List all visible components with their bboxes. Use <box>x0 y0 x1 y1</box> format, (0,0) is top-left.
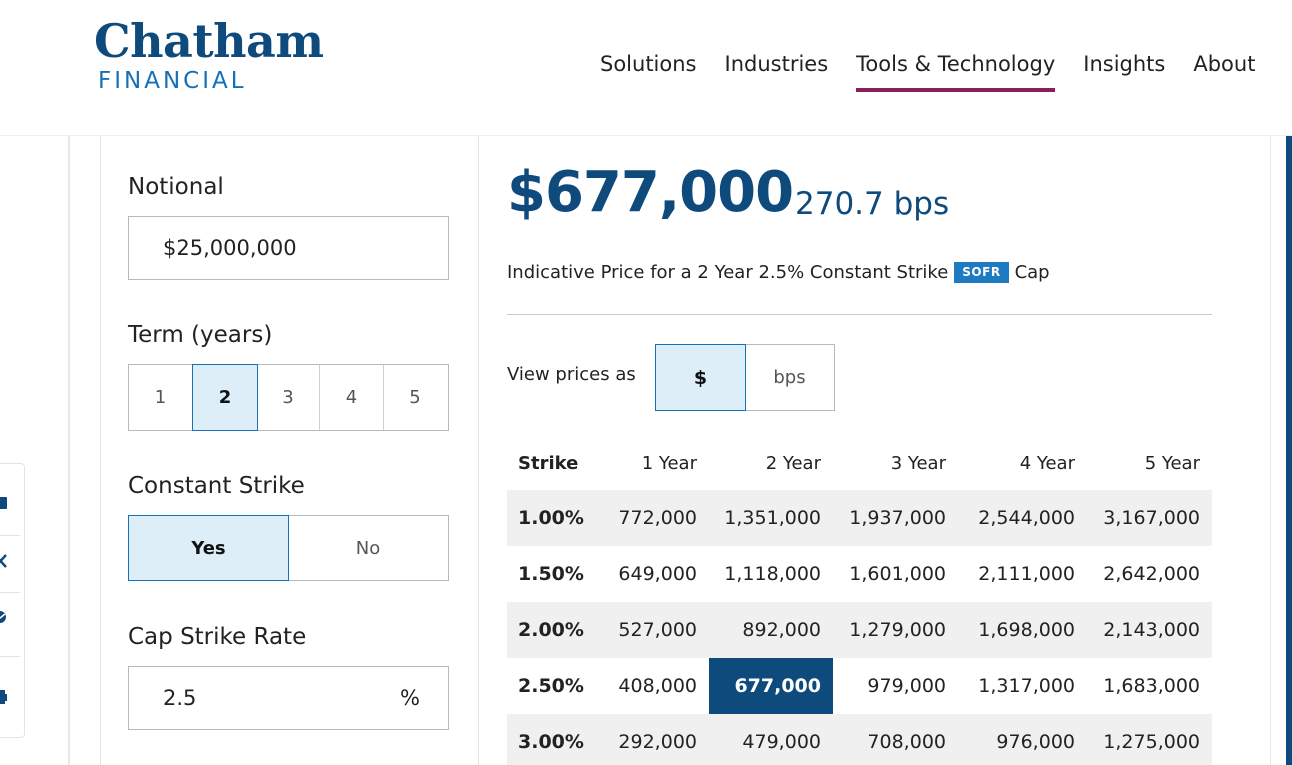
price-cell[interactable]: 292,000 <box>593 714 709 765</box>
strike-cell: 2.00% <box>507 602 593 658</box>
main-nav: Solutions Industries Tools & Technology … <box>600 50 1255 92</box>
share-rail <box>0 463 25 738</box>
header-5-year: 5 Year <box>1144 452 1200 474</box>
constant-strike-no[interactable]: No <box>355 537 381 559</box>
strike-cell: 3.00% <box>507 714 593 765</box>
price-cell[interactable]: 979,000 <box>867 675 946 697</box>
percent-unit: % <box>400 686 420 710</box>
section-divider <box>507 314 1212 315</box>
selected-price-cell[interactable]: 677,000 <box>709 658 833 714</box>
view-prices-toggle: $ bps <box>655 344 835 411</box>
price-cell[interactable]: 1,118,000 <box>724 563 821 585</box>
term-selector: 1 2 3 4 5 <box>128 364 449 431</box>
indicative-text: Indicative Price for a 2 Year 2.5% Const… <box>507 262 949 283</box>
price-cell[interactable]: 1,317,000 <box>978 675 1075 697</box>
header-4-year: 4 Year <box>1019 452 1075 474</box>
price-cell[interactable]: 3,167,000 <box>1087 490 1212 546</box>
table-row: 1.50% 649,000 1,118,000 1,601,000 2,111,… <box>507 546 1212 602</box>
linkedin-icon[interactable] <box>0 494 9 512</box>
price-cell[interactable]: 976,000 <box>958 714 1087 765</box>
price-cell[interactable]: 1,683,000 <box>1103 675 1200 697</box>
term-option-3[interactable]: 3 <box>257 365 320 430</box>
term-option-4[interactable]: 4 <box>320 365 384 430</box>
price-cell[interactable]: 2,111,000 <box>978 563 1075 585</box>
price-cell[interactable]: 2,544,000 <box>958 490 1087 546</box>
rail-divider <box>0 535 20 536</box>
strike-cell: 1.00% <box>507 490 593 546</box>
term-option-2[interactable]: 2 <box>192 364 258 431</box>
table-row: 1.00% 772,000 1,351,000 1,937,000 2,544,… <box>507 490 1212 546</box>
indicative-bps: 270.7 bps <box>795 186 950 222</box>
notional-label: Notional <box>128 174 224 200</box>
nav-solutions[interactable]: Solutions <box>600 52 697 76</box>
cap-strike-input[interactable]: 2.5 % <box>128 666 449 730</box>
price-cell[interactable]: 772,000 <box>593 490 709 546</box>
header-3-year: 3 Year <box>890 452 946 474</box>
table-header-row: Strike 1 Year 2 Year 3 Year 4 Year 5 Yea… <box>507 436 1212 490</box>
constant-strike-yes[interactable]: Yes <box>128 515 289 581</box>
price-cell[interactable]: 1,698,000 <box>958 602 1087 658</box>
logo-subtitle: FINANCIAL <box>98 68 247 94</box>
indicative-description: Indicative Price for a 2 Year 2.5% Const… <box>507 262 1050 283</box>
price-cell[interactable]: 708,000 <box>833 714 958 765</box>
strike-cell: 2.50% <box>518 675 584 697</box>
view-dollar-option[interactable]: $ <box>655 344 746 411</box>
price-cell[interactable]: 2,143,000 <box>1087 602 1212 658</box>
term-option-5[interactable]: 5 <box>409 387 421 408</box>
price-cell[interactable]: 408,000 <box>618 675 697 697</box>
price-cell[interactable]: 479,000 <box>709 714 833 765</box>
view-prices-label: View prices as <box>507 364 636 385</box>
email-icon[interactable] <box>0 608 9 626</box>
price-cell[interactable]: 1,937,000 <box>833 490 958 546</box>
price-cell[interactable]: 892,000 <box>709 602 833 658</box>
strike-cell: 1.50% <box>518 563 584 585</box>
print-icon[interactable] <box>0 688 9 706</box>
indicative-price: $677,000 <box>507 160 794 225</box>
constant-strike-toggle: Yes No <box>128 515 449 581</box>
view-bps-option[interactable]: bps <box>773 367 806 388</box>
site-header: Chatham FINANCIAL Solutions Industries T… <box>0 0 1292 136</box>
nav-insights[interactable]: Insights <box>1083 52 1166 76</box>
table-row: 3.00% 292,000 479,000 708,000 976,000 1,… <box>507 714 1212 765</box>
nav-about[interactable]: About <box>1193 52 1256 76</box>
price-cell[interactable]: 527,000 <box>593 602 709 658</box>
notional-input[interactable]: $25,000,000 <box>128 216 449 280</box>
cap-strike-label: Cap Strike Rate <box>128 624 307 650</box>
content-frame-edge <box>68 136 70 765</box>
rail-divider <box>0 592 20 593</box>
price-cell[interactable]: 1,275,000 <box>1087 714 1212 765</box>
term-label: Term (years) <box>128 322 273 348</box>
content-frame-edge-right <box>1270 136 1286 765</box>
x-icon[interactable] <box>0 552 9 570</box>
indicative-suffix: Cap <box>1014 262 1050 283</box>
term-option-1[interactable]: 1 <box>129 365 193 430</box>
price-grid-table: Strike 1 Year 2 Year 3 Year 4 Year 5 Yea… <box>507 436 1212 765</box>
price-cell[interactable]: 1,279,000 <box>833 602 958 658</box>
scroll-accent-bar <box>1286 136 1292 765</box>
logo-wordmark: Chatham <box>94 14 324 68</box>
chatham-logo[interactable]: Chatham FINANCIAL <box>94 14 324 94</box>
cap-strike-value: 2.5 <box>163 686 197 710</box>
rail-divider <box>0 656 20 657</box>
price-cell[interactable]: 2,642,000 <box>1103 563 1200 585</box>
header-strike: Strike <box>518 452 579 474</box>
header-1-year: 1 Year <box>641 452 697 474</box>
nav-tools-technology[interactable]: Tools & Technology <box>856 50 1056 92</box>
price-cell[interactable]: 649,000 <box>618 563 697 585</box>
nav-industries[interactable]: Industries <box>724 52 829 76</box>
constant-strike-label: Constant Strike <box>128 473 305 499</box>
header-2-year: 2 Year <box>765 452 821 474</box>
price-cell[interactable]: 1,351,000 <box>709 490 833 546</box>
table-row: 2.00% 527,000 892,000 1,279,000 1,698,00… <box>507 602 1212 658</box>
sofr-badge: SOFR <box>954 262 1009 283</box>
table-row: 2.50% 408,000 677,000 979,000 1,317,000 … <box>507 658 1212 714</box>
price-cell[interactable]: 1,601,000 <box>849 563 946 585</box>
